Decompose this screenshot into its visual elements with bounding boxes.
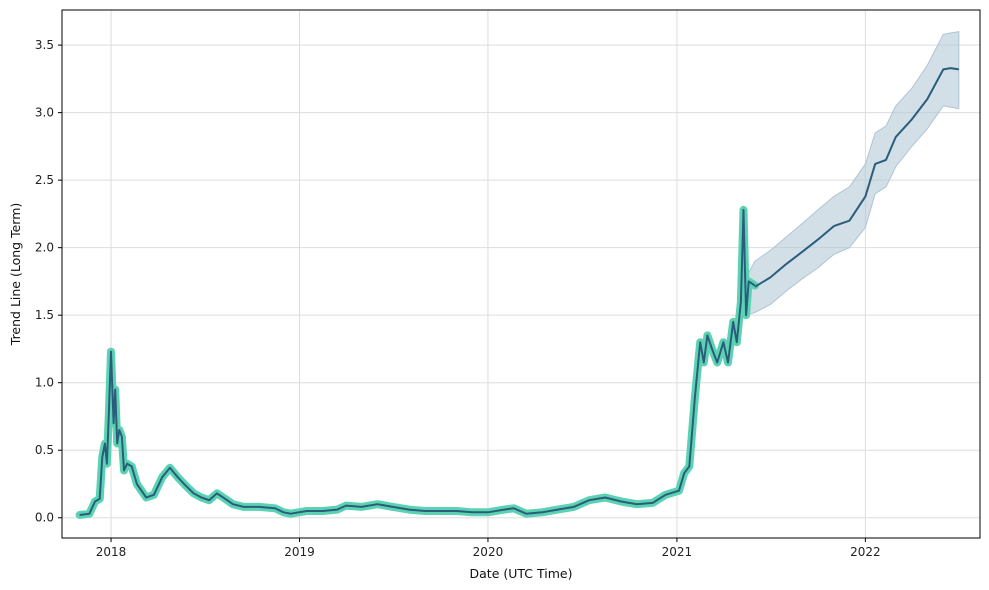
x-tick-label: 2019 [284, 545, 315, 559]
series-layer [75, 67, 959, 519]
y-axis-label: Trend Line (Long Term) [8, 203, 23, 346]
grid-layer [62, 10, 980, 538]
x-tick-label: 2018 [96, 545, 127, 559]
y-tick-label: 3.5 [35, 38, 54, 52]
y-tick-label: 2.5 [35, 173, 54, 187]
x-ticks: 2018 2019 2020 2021 2022 [96, 538, 881, 559]
y-tick-label: 0.5 [35, 443, 54, 457]
y-ticks: 0.0 0.5 1.0 1.5 2.0 2.5 3.0 3.5 [35, 38, 62, 525]
x-tick-label: 2020 [473, 545, 504, 559]
plot-frame [61, 9, 981, 539]
history-line [79, 208, 756, 516]
forecast-confidence-band [745, 31, 960, 316]
x-tick-label: 2021 [662, 545, 693, 559]
forecast-line [754, 67, 959, 288]
y-tick-label: 3.0 [35, 106, 54, 120]
history-highlight-line [75, 205, 759, 519]
forecast-band-layer [745, 31, 960, 316]
x-axis-label: Date (UTC Time) [470, 566, 573, 581]
y-tick-label: 1.5 [35, 308, 54, 322]
y-tick-label: 1.0 [35, 376, 54, 390]
x-tick-label: 2022 [850, 545, 881, 559]
y-tick-label: 2.0 [35, 241, 54, 255]
y-tick-label: 0.0 [35, 511, 54, 525]
